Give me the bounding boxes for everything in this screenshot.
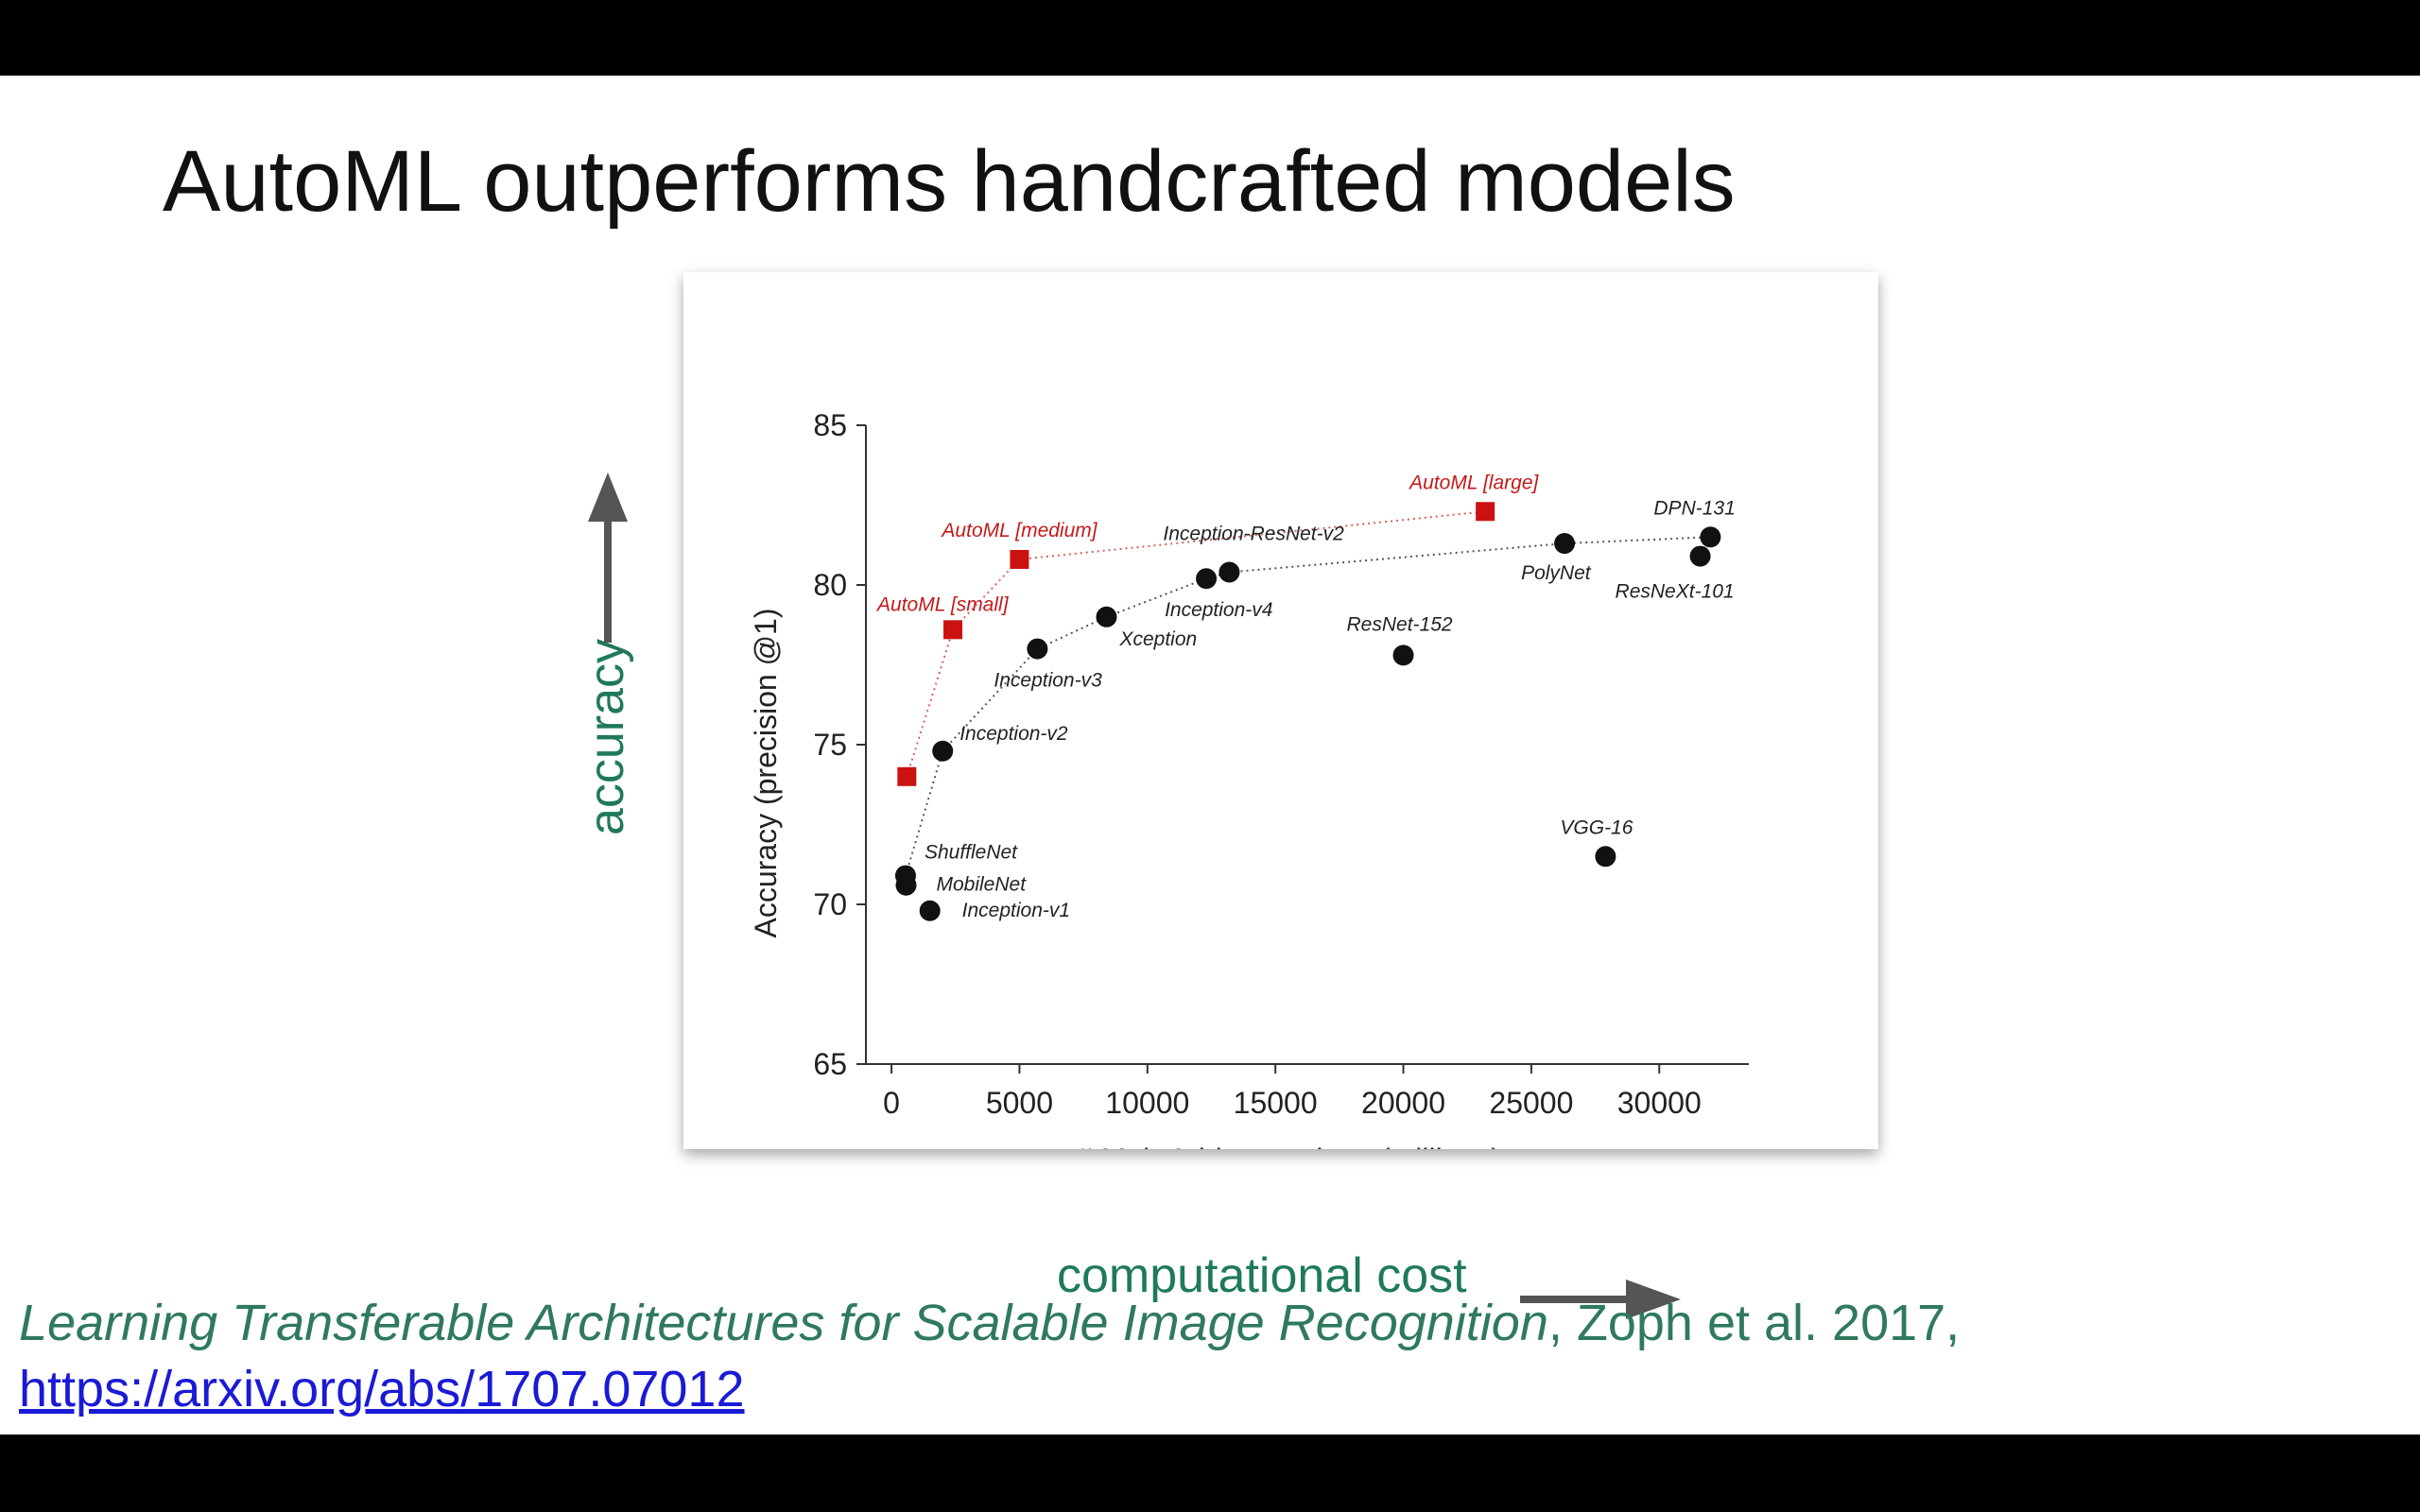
model-point (932, 740, 954, 762)
model-point (1027, 638, 1048, 660)
model-point (919, 900, 941, 921)
chart-figure: 65 70 75 80 85 0 5000 10000 15000 20000 25000 30000… (683, 272, 1878, 1149)
point-label: PolyNet (1521, 562, 1592, 584)
point-label: ResNet-152 (1347, 613, 1453, 635)
x-tick-label: 30000 (1617, 1086, 1702, 1120)
automl-point (943, 620, 963, 640)
point-label: Inception-v1 (962, 900, 1070, 921)
point-label: DPN-131 (1653, 497, 1735, 519)
point-label: AutoML [large] (1408, 472, 1539, 493)
x-tick-label: 5000 (986, 1086, 1053, 1120)
cost-side-label: computational cost (1057, 1248, 1467, 1303)
right-arrow-icon (1520, 1280, 1681, 1319)
x-tick-label: 0 (883, 1086, 900, 1120)
x-tick-label: 10000 (1105, 1086, 1189, 1120)
citation-title: Learning Transferable Architectures for … (19, 1295, 1548, 1351)
scatter-chart: 65 70 75 80 85 0 5000 10000 15000 20000 25000 30000… (749, 408, 1749, 1149)
slide-title: AutoML outperforms handcrafted models (163, 133, 1736, 230)
y-tick-label: 85 (813, 408, 847, 442)
citation-rest: , Zoph et al. 2017, (1547, 1295, 1961, 1351)
model-point (1196, 568, 1218, 590)
accuracy-side-label: accuracy (579, 638, 634, 836)
point-label: Inception-ResNet-v2 (1163, 523, 1344, 544)
y-axis-title: Accuracy (precision @1) (749, 608, 783, 937)
automl-point (1476, 502, 1495, 522)
point-label: ResNeXt-101 (1616, 581, 1735, 603)
citation-link[interactable]: https://arxiv.org/abs/1707.07012 (19, 1361, 745, 1418)
series-line (905, 536, 1711, 876)
point-label: AutoML [small] (875, 593, 1010, 615)
model-point (1096, 606, 1117, 627)
x-tick-label: 25000 (1489, 1086, 1573, 1120)
x-axis-title: # Mult-Add operations (millions) (1076, 1143, 1501, 1149)
point-label: MobileNet (937, 874, 1028, 896)
x-tick-label: 15000 (1234, 1086, 1318, 1120)
point-label: Xception (1118, 628, 1197, 650)
y-tick-label: 80 (813, 568, 847, 602)
model-point (1689, 545, 1711, 567)
model-point (1700, 526, 1721, 548)
y-tick-label: 65 (813, 1047, 847, 1081)
point-label: ShuffleNet (925, 842, 1018, 864)
up-arrow-icon (588, 472, 628, 643)
point-label: Inception-v3 (994, 670, 1102, 692)
point-label: VGG-16 (1560, 816, 1633, 838)
automl-point (897, 766, 917, 786)
point-label: Inception-v2 (959, 723, 1068, 745)
model-point (1392, 644, 1414, 666)
citation: Learning Transferable Architectures for … (19, 1290, 1960, 1422)
model-point (895, 874, 917, 896)
model-point (1219, 561, 1240, 583)
model-point (1554, 533, 1576, 555)
y-tick-label: 70 (813, 887, 847, 921)
slide: AutoML outperforms handcrafted models ac… (0, 76, 2420, 1435)
point-label: Inception-v4 (1165, 599, 1272, 621)
automl-point (1010, 549, 1029, 569)
x-tick-label: 20000 (1361, 1086, 1445, 1120)
model-point (1595, 846, 1616, 868)
y-tick-label: 75 (813, 728, 847, 762)
point-label: AutoML [medium] (940, 520, 1098, 541)
